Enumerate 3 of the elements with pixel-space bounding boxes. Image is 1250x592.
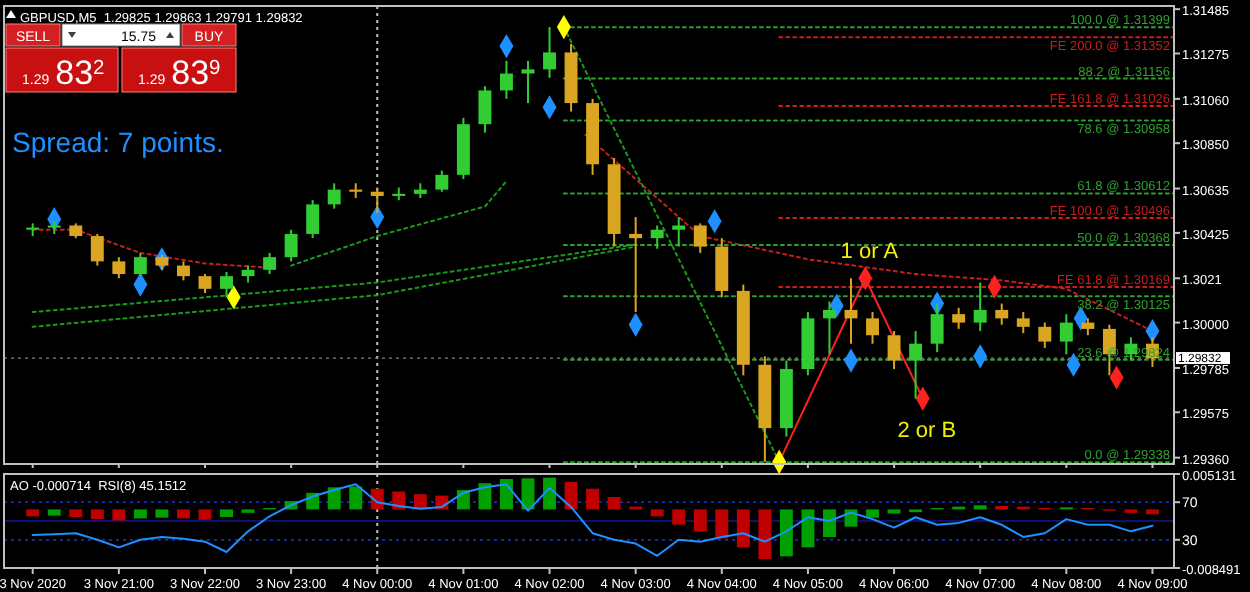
annotation: 1 or A [840, 240, 900, 265]
annotation: 2 or B [897, 418, 957, 443]
annotation: Spread: 7 points. [12, 126, 224, 158]
